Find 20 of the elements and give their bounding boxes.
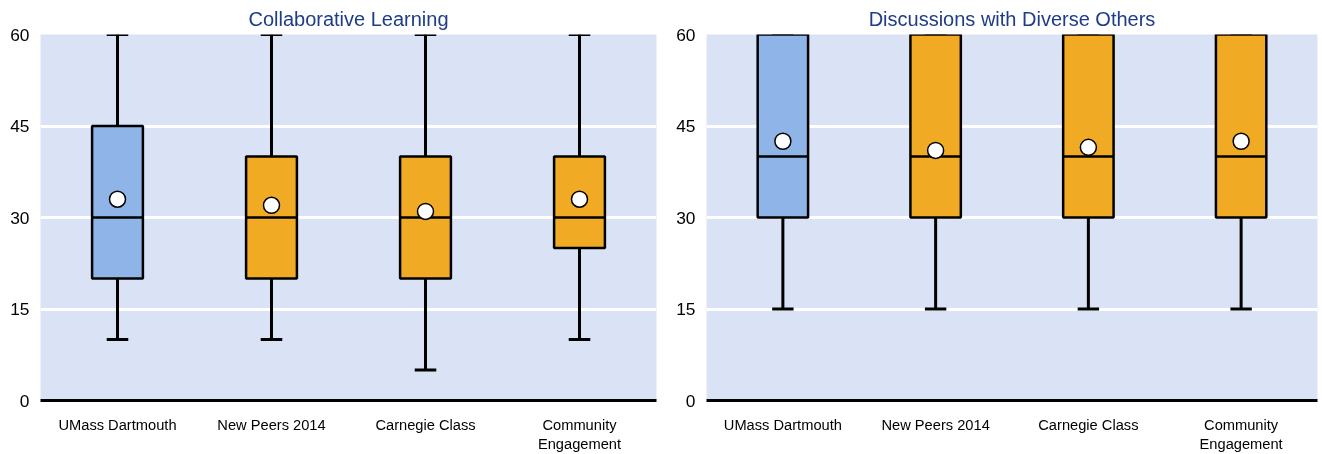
x-tick-label: Carnegie Class	[1038, 416, 1139, 433]
x-tick-label: UMass Dartmouth	[723, 416, 842, 433]
x-tick-label: Carnegie Class	[375, 416, 476, 433]
y-tick-label: 30	[10, 207, 30, 228]
chart-title: Collaborative Learning	[248, 7, 449, 30]
y-tick-label: 45	[676, 116, 696, 136]
y-tick-label: 45	[10, 116, 30, 136]
x-tick-label: New Peers 2014	[217, 416, 326, 433]
x-tick-label: UMass Dartmouth	[58, 416, 177, 433]
y-tick-label: 60	[10, 24, 30, 45]
y-tick-label: 30	[676, 207, 696, 228]
y-tick-label: 0	[685, 390, 696, 411]
x-tick-label: Community Engagement	[1199, 416, 1283, 452]
y-tick-label: 15	[10, 299, 30, 319]
chart-title: Discussions with Diverse Others	[868, 7, 1156, 30]
x-tick-label: Community Engagement	[537, 416, 622, 452]
y-tick-label: 15	[676, 299, 696, 319]
y-tick-label: 0	[19, 390, 30, 411]
x-tick-label: New Peers 2014	[881, 416, 990, 433]
y-tick-label: 60	[676, 24, 696, 45]
